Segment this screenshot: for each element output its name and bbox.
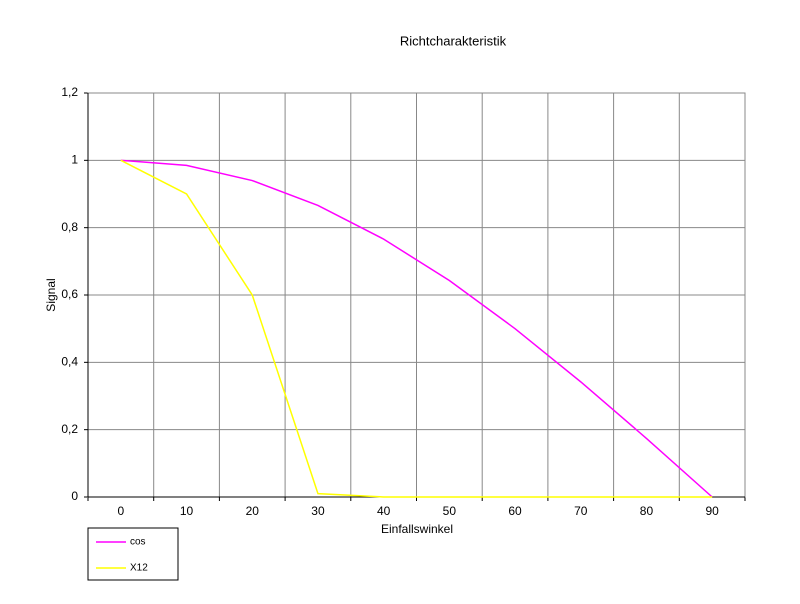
chart-title: Richtcharakteristik <box>400 33 507 48</box>
x-tick-label: 50 <box>443 504 457 518</box>
x-tick-label: 80 <box>640 504 654 518</box>
y-tick-label: 0,6 <box>61 287 78 301</box>
y-tick-label: 0 <box>71 489 78 503</box>
x-tick-label: 0 <box>118 504 125 518</box>
series-line <box>120 159 713 498</box>
legend-label: cos <box>130 537 146 548</box>
y-tick-label: 0,2 <box>61 422 78 436</box>
x-tick-label: 60 <box>508 504 522 518</box>
series-line <box>120 159 713 498</box>
x-tick-label: 70 <box>574 504 588 518</box>
y-axis-label: Signal <box>44 278 58 311</box>
legend-label: X12 <box>130 563 148 574</box>
x-tick-label: 20 <box>246 504 260 518</box>
x-axis-label: Einfallswinkel <box>381 522 453 536</box>
x-tick-label: 10 <box>180 504 194 518</box>
x-tick-label: 40 <box>377 504 391 518</box>
y-tick-label: 1 <box>71 153 78 167</box>
y-tick-label: 0,8 <box>61 220 78 234</box>
x-tick-label: 30 <box>311 504 325 518</box>
y-tick-label: 0,4 <box>61 355 78 369</box>
y-tick-label: 1,2 <box>61 85 78 99</box>
legend-box <box>87 527 179 581</box>
x-tick-label: 90 <box>705 504 719 518</box>
